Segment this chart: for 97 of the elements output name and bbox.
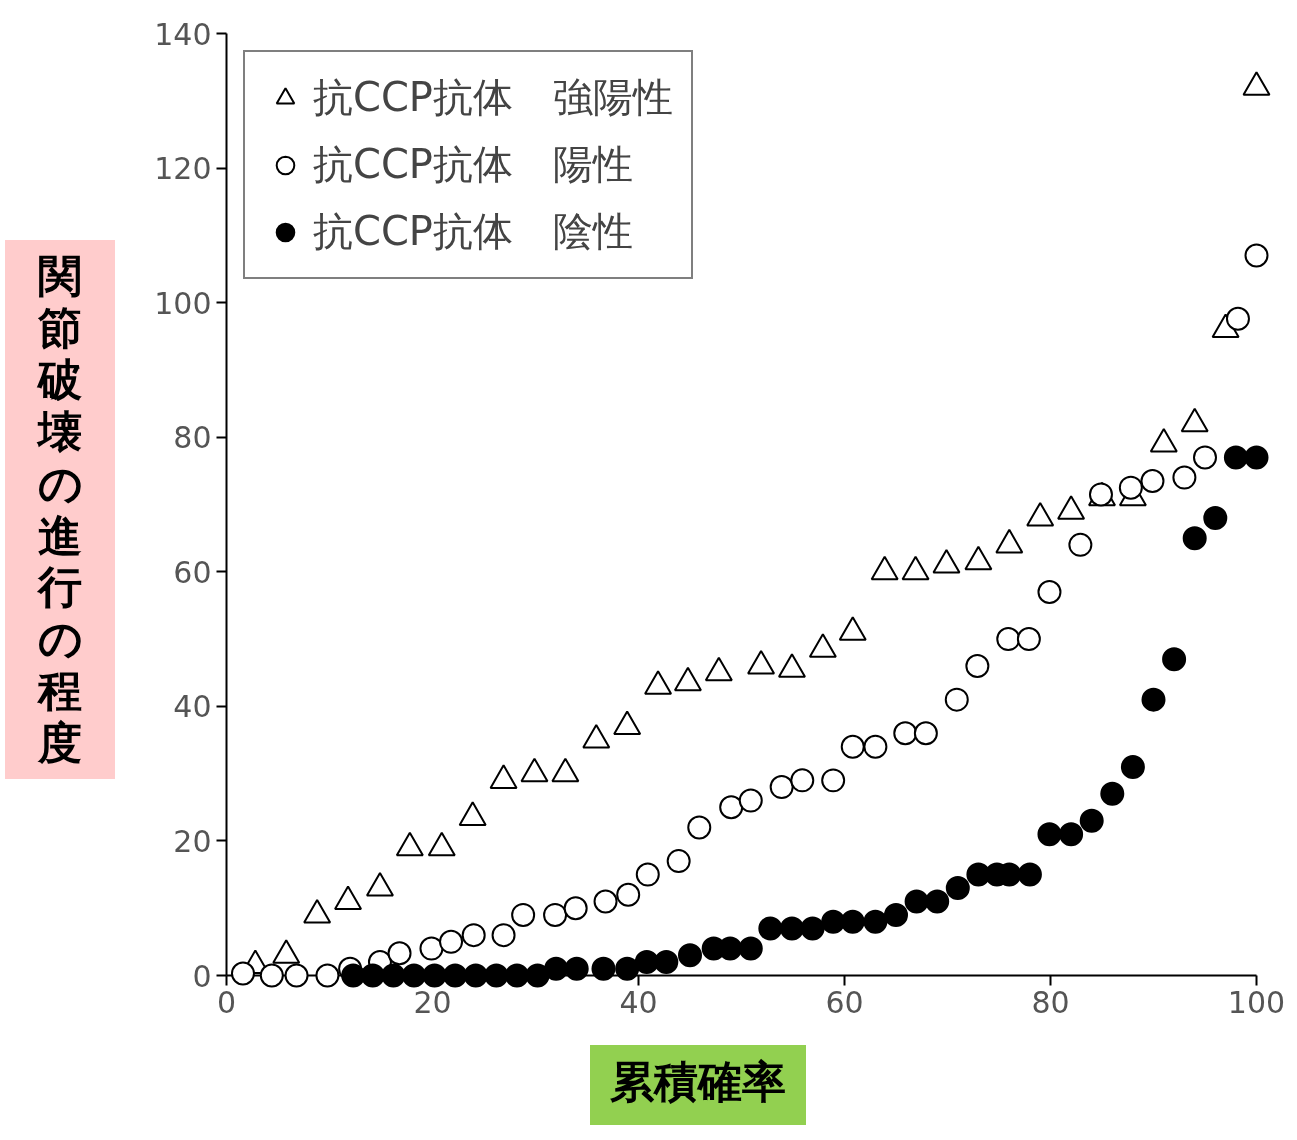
point <box>360 963 385 988</box>
point <box>1140 468 1165 493</box>
x-tick-label: 80 <box>1031 984 1070 1020</box>
point <box>1162 647 1187 672</box>
y-tick-label: 120 <box>154 151 212 187</box>
point <box>1244 243 1269 268</box>
y-tick-label: 140 <box>154 16 212 52</box>
point <box>1016 627 1041 652</box>
y-tick-label: 0 <box>192 958 212 994</box>
point <box>1182 526 1207 551</box>
point <box>913 721 938 746</box>
point <box>461 923 486 948</box>
point <box>863 734 888 759</box>
point <box>593 889 618 914</box>
point <box>1100 781 1125 806</box>
x-tick-label: 40 <box>619 984 658 1020</box>
point <box>884 902 908 927</box>
legend-label: 抗CCP抗体 陰性 <box>313 207 633 256</box>
point <box>1141 687 1166 712</box>
point <box>1203 505 1228 530</box>
y-tick-label: 100 <box>154 285 212 321</box>
point <box>904 889 929 914</box>
point <box>687 815 712 840</box>
point <box>511 902 536 927</box>
point <box>564 956 589 981</box>
point <box>800 916 825 941</box>
point <box>1120 754 1145 779</box>
point <box>591 956 616 981</box>
point <box>965 654 990 678</box>
point <box>840 909 865 934</box>
point <box>615 956 640 981</box>
point <box>925 889 950 914</box>
point <box>635 862 660 887</box>
point <box>769 775 794 800</box>
point <box>719 795 744 820</box>
point <box>790 768 815 793</box>
point <box>525 963 550 988</box>
legend-label: 抗CCP抗体 強陽性 <box>313 73 673 122</box>
point <box>945 876 970 901</box>
point <box>1037 822 1062 847</box>
point <box>654 950 679 975</box>
point <box>504 963 529 988</box>
point <box>315 963 340 988</box>
point <box>419 936 444 961</box>
point <box>341 963 366 988</box>
point <box>666 849 691 874</box>
point <box>230 961 255 986</box>
point <box>563 896 588 921</box>
point <box>678 943 702 968</box>
x-tick-label: 20 <box>413 984 452 1020</box>
point <box>1225 306 1250 331</box>
y-tick-label: 80 <box>173 420 212 456</box>
point <box>1193 445 1217 470</box>
y-tick-label: 40 <box>173 689 212 725</box>
x-tick-label: 100 <box>1227 984 1286 1020</box>
y-tick-label: 60 <box>173 554 212 590</box>
point <box>491 923 516 948</box>
point <box>544 956 569 981</box>
y-tick-label: 20 <box>173 823 212 859</box>
point <box>821 768 846 793</box>
point <box>738 936 763 961</box>
point <box>634 950 659 975</box>
point <box>401 963 426 988</box>
point <box>840 734 865 759</box>
point <box>484 963 509 988</box>
point <box>381 963 406 988</box>
point <box>543 902 568 927</box>
point <box>1244 445 1269 470</box>
x-tick-label: 0 <box>216 984 237 1020</box>
point <box>1059 822 1084 847</box>
point <box>1118 475 1143 500</box>
point <box>779 916 804 941</box>
x-axis-title: 累積確率 <box>610 1055 786 1109</box>
point <box>863 909 888 934</box>
point <box>284 963 309 988</box>
point <box>1017 862 1042 887</box>
point <box>616 882 641 907</box>
point <box>758 916 783 941</box>
point <box>1079 808 1104 833</box>
x-tick-label: 60 <box>825 984 864 1020</box>
point <box>422 963 447 988</box>
point <box>1172 465 1197 490</box>
point <box>439 929 464 954</box>
point <box>821 909 846 934</box>
point <box>1037 579 1062 604</box>
point <box>463 963 488 988</box>
point <box>944 687 969 712</box>
point <box>443 963 468 988</box>
point <box>387 941 412 966</box>
point <box>1068 532 1093 557</box>
point <box>738 788 763 813</box>
text: 関節破壊の進行の程度 <box>37 250 83 769</box>
point <box>893 721 918 746</box>
point <box>259 963 284 988</box>
point <box>996 627 1021 652</box>
legend-label: 抗CCP抗体 陽性 <box>313 140 633 189</box>
point <box>1223 445 1248 470</box>
